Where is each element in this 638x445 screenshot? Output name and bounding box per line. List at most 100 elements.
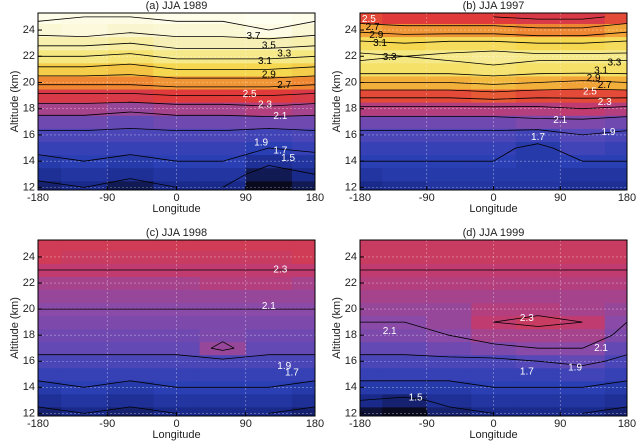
contour-line — [38, 84, 315, 88]
cell — [382, 367, 428, 382]
cell — [382, 115, 428, 129]
cell — [245, 341, 293, 356]
contour-label: 2.1 — [383, 326, 397, 337]
y-axis-label: Altitude (km) — [9, 71, 21, 133]
cell — [153, 141, 201, 156]
cell — [360, 341, 383, 356]
cell — [38, 328, 62, 343]
contour-line — [38, 101, 315, 107]
cell — [245, 276, 293, 291]
cell — [61, 240, 108, 251]
x-tick-label: 90 — [240, 418, 252, 430]
cell — [515, 302, 561, 317]
y-tick-label: 14 — [345, 381, 357, 393]
cell — [515, 276, 561, 291]
contour-line — [360, 50, 627, 66]
cell — [291, 167, 315, 182]
cell — [107, 240, 154, 251]
cell — [360, 393, 383, 408]
cell — [360, 62, 383, 77]
cell — [291, 13, 315, 24]
cell — [426, 406, 472, 416]
contour-label: 1.9 — [602, 127, 616, 138]
cell — [360, 36, 383, 51]
cell — [199, 115, 247, 129]
cell — [515, 89, 561, 103]
cell — [382, 141, 428, 156]
cell — [61, 89, 108, 103]
cell — [199, 36, 247, 51]
cell — [38, 23, 62, 38]
cell — [382, 180, 428, 190]
cell — [38, 102, 62, 116]
cell — [471, 141, 517, 156]
cell — [291, 62, 315, 77]
cell — [604, 75, 627, 90]
contour-label: 3.5 — [262, 40, 276, 51]
cell — [38, 250, 62, 264]
cell — [360, 89, 383, 103]
cell — [604, 180, 627, 190]
cell — [560, 141, 606, 156]
contour-line — [360, 116, 627, 120]
cell — [38, 36, 62, 51]
contour-line — [38, 53, 315, 60]
contour-line — [360, 354, 627, 366]
x-tick-label: 0 — [173, 192, 179, 204]
cell — [560, 276, 606, 291]
contour-label: 1.9 — [254, 137, 268, 148]
cell — [199, 393, 247, 408]
cell — [604, 36, 627, 51]
panel-title: (c) JJA 1998 — [146, 227, 207, 239]
contour-line — [360, 106, 627, 110]
contour-label: 2.3 — [273, 265, 287, 276]
y-tick-label: 24 — [345, 24, 357, 36]
contour-line — [38, 93, 315, 96]
cell — [291, 36, 315, 51]
cell — [61, 13, 108, 24]
y-tick-label: 20 — [23, 303, 35, 315]
contour-line — [38, 74, 315, 79]
cell — [604, 328, 627, 343]
cell — [61, 102, 108, 116]
contour-label: 3.7 — [246, 31, 260, 42]
x-tick-label: 90 — [554, 192, 566, 204]
cell — [604, 380, 627, 395]
cell — [291, 141, 315, 156]
contour-label: 3.3 — [607, 57, 621, 68]
cell — [61, 141, 108, 156]
cell — [245, 393, 293, 408]
cell — [604, 89, 627, 103]
contour-label: 3.1 — [258, 56, 272, 67]
contour-label: 1.9 — [568, 362, 582, 373]
cell — [153, 328, 201, 343]
contour-label: 2.5 — [583, 86, 597, 97]
x-tick-label: -90 — [419, 192, 435, 204]
field — [38, 13, 315, 190]
cell — [61, 115, 108, 129]
cell — [61, 62, 108, 77]
cell — [604, 128, 627, 142]
cell — [604, 276, 627, 291]
contour-line — [38, 380, 315, 388]
cell — [515, 167, 561, 182]
cell — [426, 341, 472, 356]
y-tick-label: 18 — [345, 329, 357, 341]
y-tick-label: 16 — [23, 355, 35, 367]
contour-line — [360, 40, 627, 77]
y-tick-label: 24 — [345, 251, 357, 263]
contour-line — [38, 42, 315, 49]
x-tick-label: -180 — [27, 418, 49, 430]
cell — [199, 341, 247, 356]
cell — [604, 315, 627, 330]
contour-line — [360, 129, 627, 136]
cell — [560, 180, 606, 190]
y-tick-label: 14 — [23, 381, 35, 393]
contour-line — [360, 16, 627, 100]
y-tick-label: 20 — [345, 303, 357, 315]
cell — [38, 289, 62, 304]
cell — [199, 167, 247, 182]
contour-line — [360, 396, 627, 414]
y-tick-label: 18 — [23, 329, 35, 341]
